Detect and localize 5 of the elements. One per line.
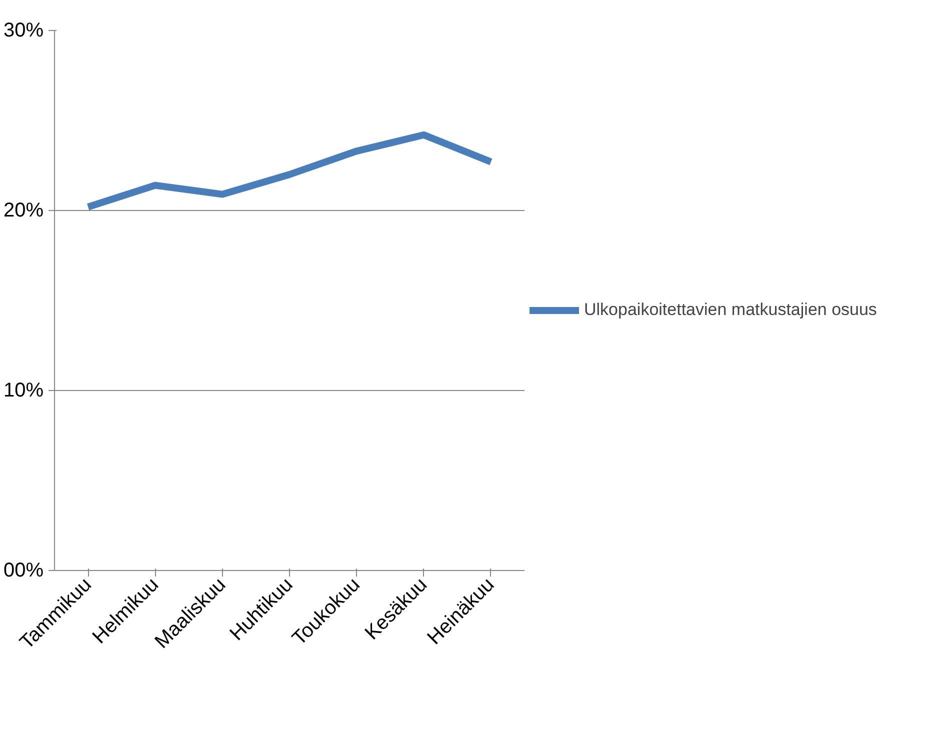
y-tick-label: 20% bbox=[3, 200, 44, 222]
y-tick-label: 30% bbox=[3, 20, 44, 42]
y-tick-label: 10% bbox=[3, 380, 44, 402]
legend-label: Ulkopaikoitettavien matkustajien osuus bbox=[584, 300, 877, 320]
y-tick-label: 00% bbox=[3, 560, 44, 582]
